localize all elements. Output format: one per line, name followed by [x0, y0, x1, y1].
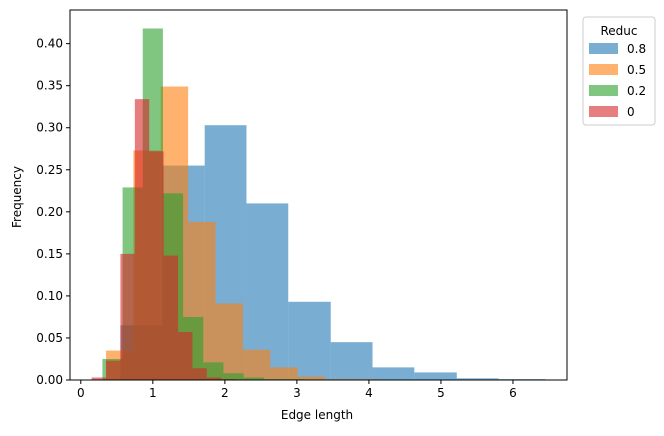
legend-swatch [589, 106, 618, 117]
legend: Reduc 0.8 0.5 0.2 0 [582, 16, 656, 126]
y-tick-label: 0.00 [36, 373, 63, 387]
legend-title: Reduc [600, 24, 637, 38]
histogram-bar [192, 368, 207, 380]
y-tick-label: 0.05 [36, 331, 63, 345]
histogram-bar [206, 377, 222, 380]
x-tick-label: 4 [365, 386, 373, 400]
x-tick-label: 6 [509, 386, 517, 400]
y-axis-ticks: 0.00 0.05 0.10 0.15 0.20 0.25 0.30 0.35 0.40 [36, 37, 70, 387]
y-axis-label: Frequency [10, 166, 24, 228]
bars-layer [91, 28, 546, 381]
axes-frame [69, 9, 568, 381]
x-tick-label: 5 [437, 386, 445, 400]
histogram-bar [243, 377, 264, 380]
legend-label: 0.2 [627, 84, 646, 98]
y-tick-label: 0.25 [36, 163, 63, 177]
histogram-bar [414, 372, 457, 380]
legend-label: 0 [627, 105, 635, 119]
legend-label: 0.8 [627, 42, 646, 56]
legend-entry: 0.2 [589, 84, 646, 98]
histogram-bar [163, 255, 179, 380]
histogram-bar [297, 376, 325, 380]
histogram-bar [223, 373, 244, 380]
x-tick-label: 2 [221, 386, 229, 400]
legend-swatch [589, 43, 618, 54]
x-tick-label: 0 [77, 386, 85, 400]
y-tick-label: 0.35 [36, 79, 63, 93]
x-axis-ticks: 0 1 2 3 4 5 6 [77, 380, 517, 400]
legend-swatch [589, 64, 618, 75]
histogram-bar [242, 349, 271, 380]
histogram-bar [106, 360, 121, 380]
legend-entry: 0.5 [589, 63, 646, 77]
histogram-bar [203, 362, 224, 380]
histogram-bar [330, 342, 373, 380]
y-tick-label: 0.15 [36, 247, 63, 261]
y-tick-label: 0.30 [36, 121, 63, 135]
histogram-bar [372, 367, 415, 380]
y-tick-label: 0.40 [36, 37, 63, 51]
histogram-bar [456, 378, 499, 380]
histogram-bar [288, 301, 331, 380]
y-tick-label: 0.10 [36, 289, 63, 303]
x-axis-label: Edge length [281, 408, 353, 422]
histogram-bar [91, 377, 107, 380]
histogram-bar [134, 99, 150, 381]
legend-entry: 0.8 [589, 42, 646, 56]
legend-items: 0.8 0.5 0.2 0 [589, 42, 646, 119]
legend-label: 0.5 [627, 63, 646, 77]
histogram-bar [149, 151, 164, 380]
x-tick-label: 1 [149, 386, 157, 400]
histogram-bar [270, 367, 298, 380]
histogram-bar [120, 253, 135, 380]
histogram-bar [178, 332, 193, 380]
legend-entry: 0 [589, 105, 635, 119]
legend-swatch [589, 85, 618, 96]
series-0-bars [91, 99, 236, 381]
y-tick-label: 0.20 [36, 205, 63, 219]
x-tick-label: 3 [293, 386, 301, 400]
